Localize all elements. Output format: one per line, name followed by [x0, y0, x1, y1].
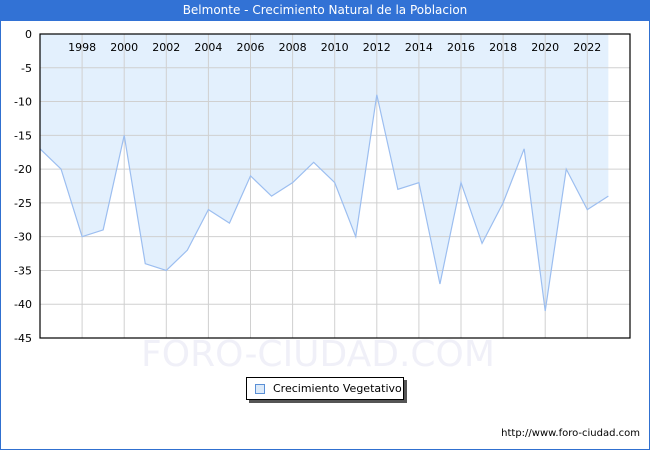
x-tick-label: 2020 — [531, 41, 559, 54]
x-tick-label: 1998 — [68, 41, 96, 54]
x-tick-label: 2004 — [194, 41, 222, 54]
y-tick-label: -30 — [14, 231, 32, 244]
y-tick-label: -45 — [14, 332, 32, 345]
chart-title: Belmonte - Crecimiento Natural de la Pob… — [0, 0, 650, 21]
x-tick-label: 2016 — [447, 41, 475, 54]
y-tick-label: -10 — [14, 96, 32, 109]
x-tick-label: 2010 — [321, 41, 349, 54]
source-url: http://www.foro-ciudad.com — [501, 428, 640, 439]
x-tick-label: 2012 — [363, 41, 391, 54]
legend-label: Crecimiento Vegetativo — [273, 382, 402, 395]
y-tick-label: -15 — [14, 129, 32, 142]
y-tick-label: -25 — [14, 197, 32, 210]
x-tick-label: 2014 — [405, 41, 433, 54]
y-tick-label: -40 — [14, 298, 32, 311]
area-fill — [40, 34, 609, 311]
x-tick-label: 2002 — [152, 41, 180, 54]
series-line — [39, 94, 609, 312]
y-tick-label: 0 — [25, 28, 32, 41]
watermark: FORO-CIUDAD.COM — [141, 334, 495, 375]
x-tick-label: 2000 — [110, 41, 138, 54]
legend-swatch-icon — [255, 383, 265, 394]
x-tick-label: 2018 — [489, 41, 517, 54]
y-tick-label: -20 — [14, 163, 32, 176]
plot-border — [39, 33, 631, 339]
y-tick-label: -5 — [21, 62, 32, 75]
y-tick-label: -35 — [14, 264, 32, 277]
legend: Crecimiento Vegetativo — [246, 377, 404, 400]
x-tick-label: 2022 — [573, 41, 601, 54]
x-tick-label: 2008 — [279, 41, 307, 54]
x-tick-label: 2006 — [237, 41, 265, 54]
